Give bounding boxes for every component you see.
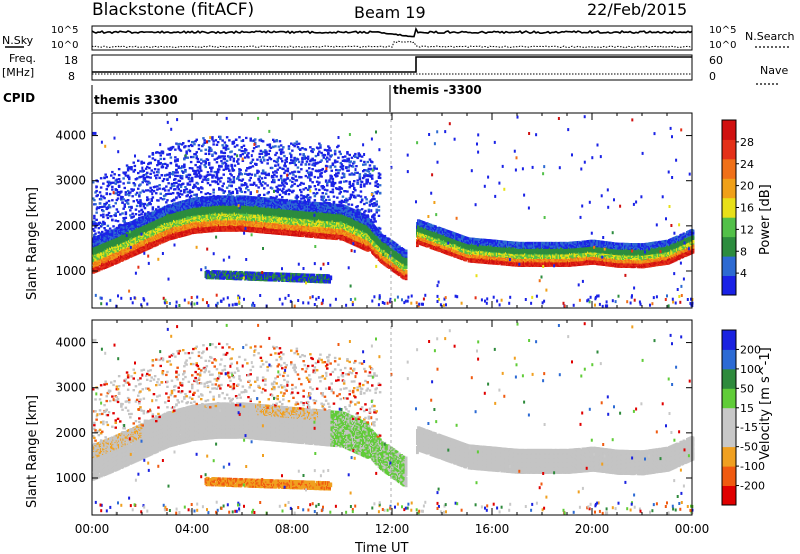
cpid-segment-1: themis 3300 <box>94 93 178 107</box>
nave-label: Nave <box>760 64 788 77</box>
nsky-trace <box>92 29 692 37</box>
nsearch-tick-top: 10^5 <box>709 25 736 36</box>
nsky-label: N.Sky <box>2 34 34 47</box>
nsearch-label: N.Search <box>745 30 795 43</box>
nsearch-tick-bottom: 10^0 <box>709 40 736 51</box>
nsky-tick-top: 10^5 <box>51 25 78 36</box>
freq-label-1: Freq. <box>9 52 36 65</box>
nsearch-trace <box>92 41 692 48</box>
nave-tick-bottom: 0 <box>709 70 716 83</box>
beam-title: Beam 19 <box>354 3 426 22</box>
freq-tick-bottom: 8 <box>68 70 75 83</box>
freq-tick-top: 18 <box>64 54 78 67</box>
date-title: 22/Feb/2015 <box>587 0 687 19</box>
nsky-tick-bottom: 10^0 <box>51 40 78 51</box>
cpid-label: CPID <box>3 91 35 105</box>
freq-trace <box>92 57 692 72</box>
cpid-segment-2: themis -3300 <box>393 83 482 97</box>
freq-label-2: [MHz] <box>2 66 34 79</box>
nave-tick-top: 60 <box>709 54 723 67</box>
radar-figure: Blackstone (fitACF) Beam 19 22/Feb/2015 … <box>0 0 800 554</box>
station-title: Blackstone (fitACF) <box>92 0 254 20</box>
freq-panel-frame <box>92 55 692 80</box>
